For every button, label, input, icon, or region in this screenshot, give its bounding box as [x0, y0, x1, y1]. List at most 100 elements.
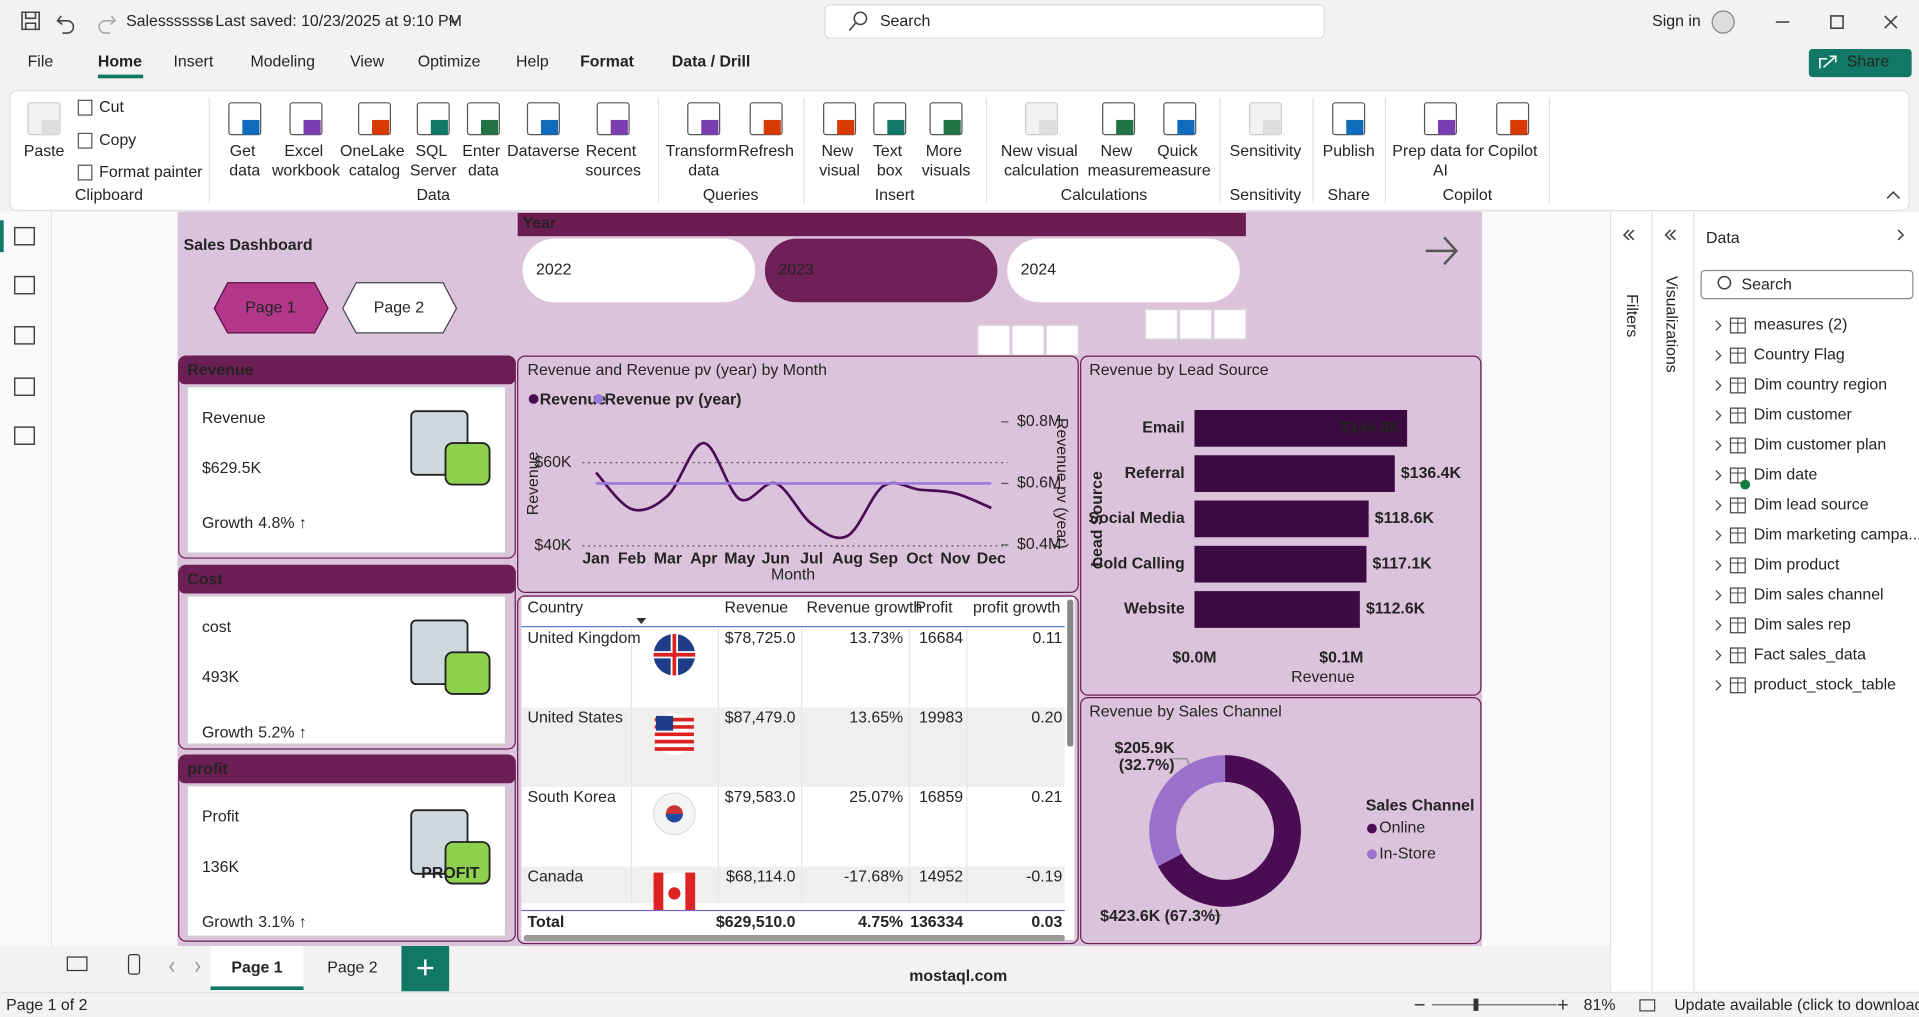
label-line: New	[821, 143, 857, 160]
data-item[interactable]: Fact sales_data	[1754, 647, 1866, 664]
y2-tick-label: $0.6M	[1017, 475, 1061, 492]
ribbon-button[interactable]: Copilot	[1488, 143, 1538, 160]
table-cell: 0.20	[1031, 710, 1062, 727]
table-header: profit growth	[973, 599, 1060, 616]
menu-tab[interactable]: Modeling	[250, 54, 314, 71]
table-total-cell: 136334	[910, 914, 963, 931]
ribbon-button[interactable]: Recent sources	[585, 143, 641, 180]
watermark: mostaql.com	[909, 968, 1007, 985]
ribbon-button[interactable]: New visual	[819, 143, 860, 180]
data-label: $117.1K	[1373, 555, 1433, 572]
bar	[1194, 545, 1367, 583]
ribbon-button[interactable]: Transform data	[666, 143, 742, 180]
y-tick-label: Email	[1142, 420, 1184, 437]
y2-tick-label: $0.8M	[1017, 413, 1061, 430]
label-line: More	[926, 143, 967, 160]
ribbon-button[interactable]: Refresh	[738, 143, 794, 160]
ribbon-button[interactable]: Paste	[24, 143, 65, 160]
data-item[interactable]: Dim customer plan	[1754, 437, 1886, 454]
data-item[interactable]: Dim date	[1754, 467, 1818, 484]
ribbon-button[interactable]: Sensitivity	[1230, 143, 1302, 160]
table-total-cell: 4.75%	[858, 914, 903, 931]
data-item[interactable]: Dim product	[1754, 557, 1840, 574]
page-tab-label[interactable]: Page 2	[327, 959, 378, 976]
ribbon-button[interactable]: OneLake catalog	[340, 143, 409, 180]
donut-slice	[1149, 755, 1226, 867]
menu-tab[interactable]: Format	[580, 54, 635, 71]
data-item[interactable]: Dim sales rep	[1754, 617, 1851, 634]
slicer-option[interactable]	[764, 238, 998, 303]
rail-icon	[13, 377, 36, 397]
ribbon-button[interactable]: More visuals	[922, 143, 971, 180]
label-line: Quick	[1157, 143, 1202, 160]
label-line: AI	[1433, 163, 1448, 180]
table-cell: 13.65%	[849, 710, 903, 727]
menu-tab[interactable]: View	[350, 54, 385, 71]
data-item[interactable]: measures (2)	[1754, 317, 1848, 334]
search-box[interactable]	[824, 4, 1325, 39]
ribbon-button[interactable]: Cut	[99, 99, 124, 116]
x-tick-label: Jun	[762, 550, 790, 567]
ribbon-icon-accent	[430, 119, 448, 135]
pane-collapse	[1622, 229, 1635, 241]
ribbon-button[interactable]: Text box	[873, 143, 907, 180]
data-item[interactable]: product_stock_table	[1754, 677, 1896, 694]
card-label: Profit	[202, 809, 240, 826]
data-item[interactable]: Country Flag	[1754, 347, 1845, 364]
ribbon-button[interactable]: Prep data for AI	[1392, 143, 1488, 180]
slicer-option[interactable]	[1007, 238, 1240, 303]
menu-tab[interactable]: File	[28, 54, 54, 71]
ribbon-button[interactable]: Quick measure	[1149, 143, 1211, 180]
card-icon-part	[444, 841, 491, 885]
ribbon-button[interactable]: New measure	[1088, 143, 1150, 180]
ribbon-button[interactable]: SQL Server	[410, 143, 458, 180]
data-item[interactable]: Dim country region	[1754, 377, 1887, 394]
table-cell: United Kingdom	[527, 630, 640, 647]
ribbon-icon-accent	[242, 119, 260, 135]
ribbon-button[interactable]: Publish	[1323, 143, 1375, 160]
expand-chevron	[1715, 650, 1722, 661]
menu-tab[interactable]: Home	[98, 54, 142, 71]
ribbon-button[interactable]: Excel workbook	[271, 143, 340, 180]
data-item[interactable]: Dim marketing campa...	[1754, 527, 1919, 544]
page-tab-label[interactable]: Page 1	[231, 959, 282, 976]
ribbon-icon	[77, 132, 93, 149]
sign-in[interactable]: Sign in	[1652, 13, 1701, 30]
ribbon-icon-accent	[1116, 119, 1134, 135]
ribbon-icon-accent	[1438, 119, 1456, 135]
flag-band	[685, 872, 696, 915]
data-item[interactable]: Dim sales channel	[1754, 587, 1884, 604]
ribbon-button[interactable]: New visual calculation	[1001, 143, 1082, 180]
data-search[interactable]	[1700, 269, 1914, 300]
rail-icon	[13, 426, 36, 445]
ribbon-button[interactable]: Dataverse	[507, 143, 580, 160]
data-item[interactable]: Dim customer	[1754, 407, 1853, 424]
ribbon-button[interactable]: Enter data	[462, 143, 504, 180]
menu-tab[interactable]: Insert	[174, 54, 214, 71]
ribbon-button[interactable]: Copy	[99, 132, 136, 149]
status-bar	[0, 992, 1919, 1017]
expand-chevron	[1715, 440, 1722, 451]
data-item[interactable]: Dim lead source	[1754, 497, 1869, 514]
filters-pane[interactable]: Filters	[1623, 294, 1640, 337]
menu-tab[interactable]: Optimize	[418, 54, 481, 71]
status-update[interactable]: Update available (click to download)	[1674, 997, 1919, 1014]
slicer-option-label: 2022	[536, 262, 572, 279]
last-saved: Last saved: 10/23/2025 at 9:10 PM	[215, 13, 461, 30]
ribbon-icon-accent	[701, 119, 719, 135]
expand-chevron	[1715, 380, 1722, 391]
ribbon-icon-accent	[303, 119, 321, 135]
visualizations-pane[interactable]: Visualizations	[1662, 276, 1679, 373]
page-button[interactable]	[341, 282, 458, 334]
menu-tab[interactable]: Data / Drill	[672, 54, 751, 71]
card-label: Revenue	[202, 410, 266, 427]
slicer-option[interactable]	[522, 238, 756, 303]
page-button[interactable]	[213, 282, 329, 334]
ribbon-button[interactable]: Get data	[229, 143, 260, 180]
ribbon-button[interactable]: Format painter	[99, 164, 203, 181]
slicer-header	[517, 212, 1246, 237]
legend-title: Sales Channel	[1366, 798, 1475, 815]
menu-tab[interactable]: Help	[516, 54, 549, 71]
y2-axis-label: Revenue pv (year)	[1053, 418, 1070, 549]
expand-chevron	[1715, 530, 1722, 541]
